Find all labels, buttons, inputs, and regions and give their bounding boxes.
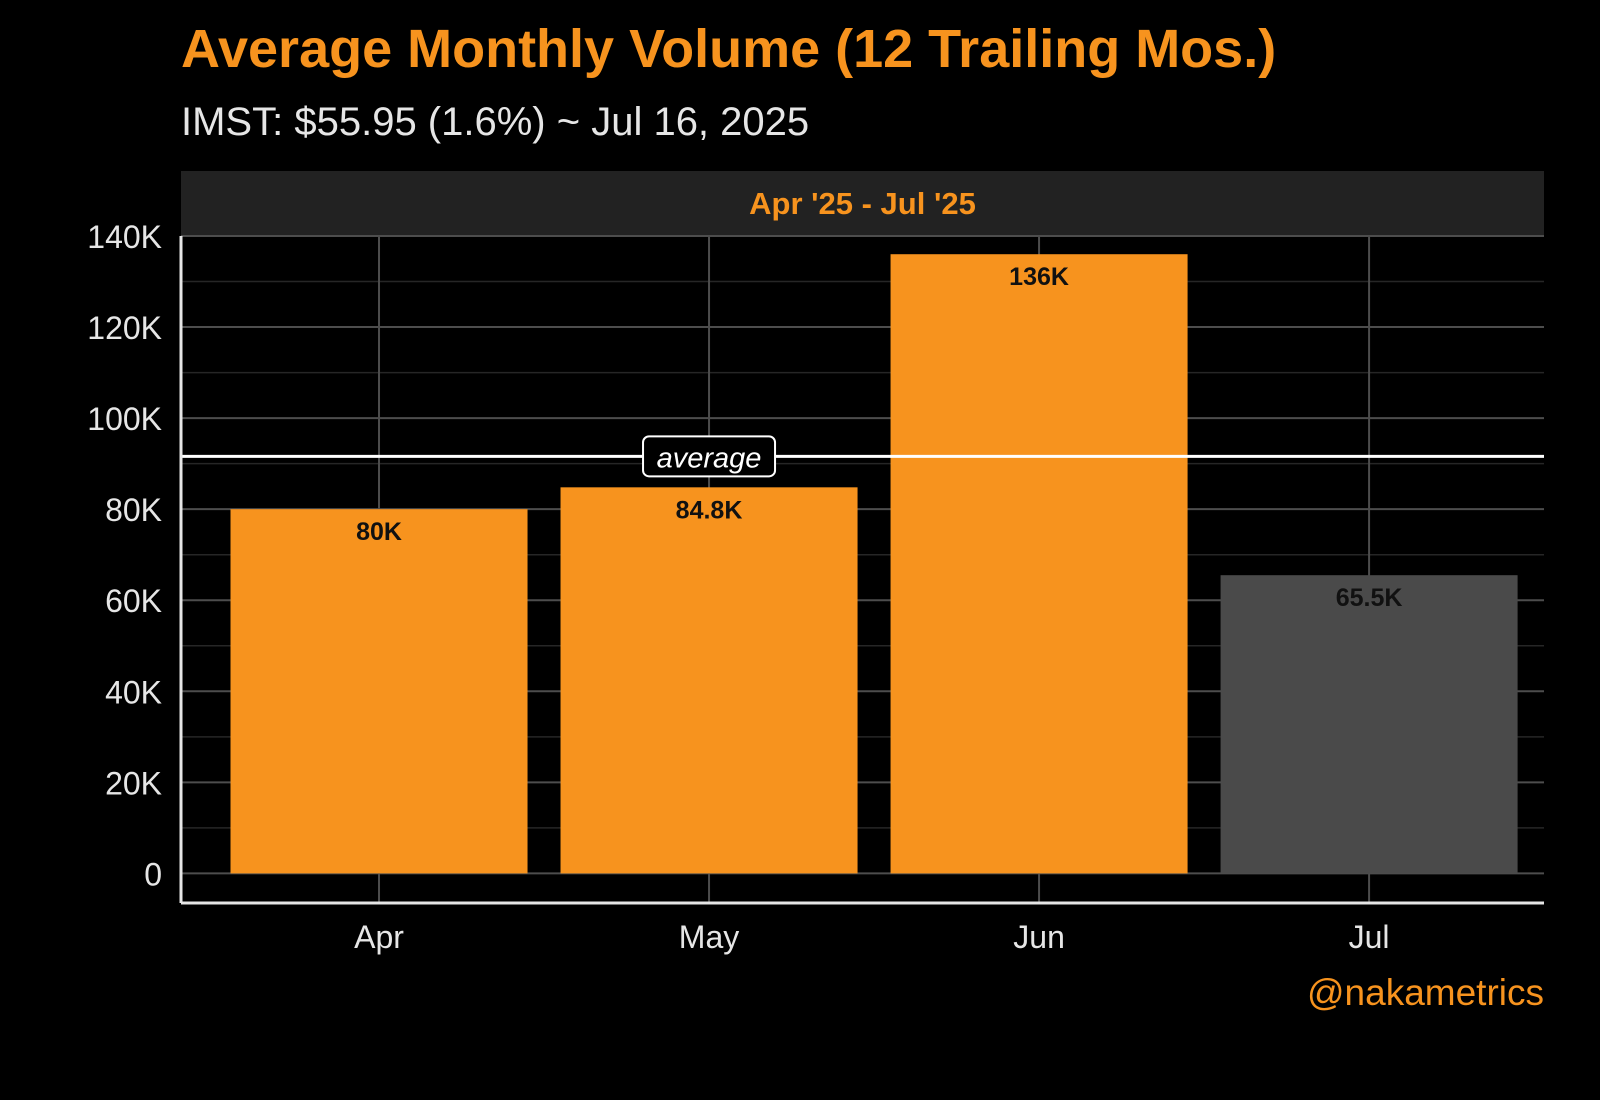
y-tick-label: 140K bbox=[87, 219, 162, 255]
x-tick-label: Jun bbox=[1013, 919, 1065, 955]
value-label: 65.5K bbox=[1336, 584, 1403, 612]
facet-label: Apr '25 - Jul '25 bbox=[749, 185, 976, 221]
y-tick-label: 20K bbox=[105, 765, 162, 801]
value-label: 80K bbox=[356, 518, 402, 546]
y-tick-label: 80K bbox=[105, 492, 162, 528]
x-tick-label: Jul bbox=[1349, 919, 1390, 955]
x-tick-label: Apr bbox=[354, 919, 404, 955]
average-label-box bbox=[642, 435, 777, 478]
watermark: @nakametrics bbox=[1306, 972, 1544, 1013]
bar-jun bbox=[890, 254, 1188, 874]
average-label: average bbox=[657, 442, 762, 474]
bar-may bbox=[560, 487, 858, 874]
x-tick-label: May bbox=[679, 919, 739, 955]
value-label: 84.8K bbox=[676, 496, 743, 524]
chart-title: Average Monthly Volume (12 Trailing Mos.… bbox=[181, 19, 1277, 79]
facet-strip: Apr '25 - Jul '25 bbox=[181, 171, 1544, 236]
value-label: 136K bbox=[1009, 263, 1069, 291]
y-tick-label: 100K bbox=[87, 401, 162, 437]
bar-apr bbox=[230, 509, 528, 874]
bar-jul bbox=[1220, 575, 1518, 874]
y-tick-label: 60K bbox=[105, 583, 162, 619]
y-tick-label: 120K bbox=[87, 310, 162, 346]
chart-subtitle: IMST: $55.95 (1.6%) ~ Jul 16, 2025 bbox=[181, 100, 810, 144]
y-tick-label: 40K bbox=[105, 674, 162, 710]
y-tick-label: 0 bbox=[144, 856, 162, 892]
